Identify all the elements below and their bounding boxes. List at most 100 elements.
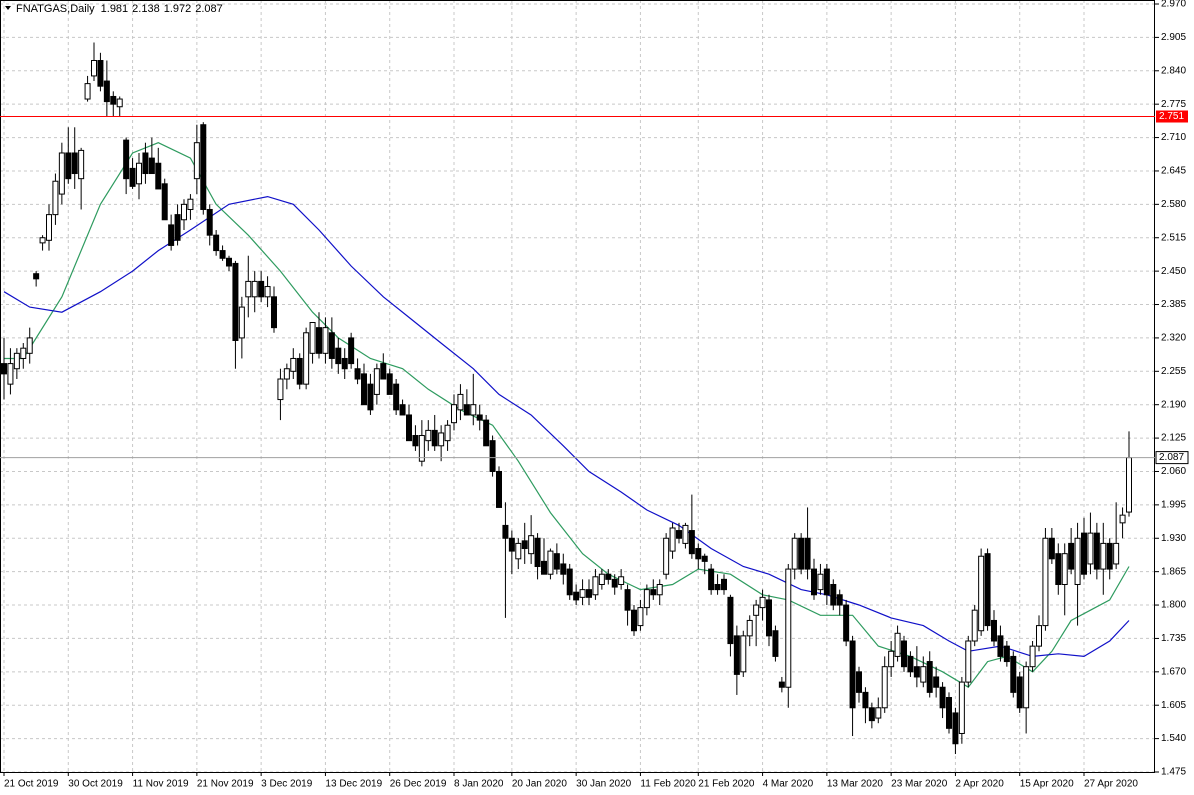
x-tick-label: 4 Mar 2020 [763, 779, 814, 790]
x-tick-label: 26 Dec 2019 [390, 779, 447, 790]
candle-body [952, 712, 959, 745]
candle-body [669, 527, 676, 552]
candle-body [1055, 553, 1062, 585]
candle-body [496, 470, 502, 508]
candle-body [418, 435, 425, 462]
y-tick-label: 2.450 [1161, 266, 1186, 277]
candle-body [148, 157, 155, 175]
candle-body [721, 578, 727, 591]
y-tick-label: 2.905 [1161, 32, 1186, 43]
candle-body [238, 306, 245, 339]
candle-body [444, 424, 451, 442]
candle-body [598, 573, 605, 585]
candle-body [798, 537, 805, 570]
candle-body [84, 83, 91, 100]
candle-body [502, 524, 509, 539]
candle-body [1048, 537, 1055, 560]
candle-body [958, 681, 965, 734]
candle-body [341, 357, 348, 370]
candle-body [984, 553, 991, 627]
x-tick-label: 21 Oct 2019 [4, 779, 59, 790]
y-tick-label: 1.865 [1161, 566, 1186, 577]
candle-body [174, 214, 181, 241]
y-tick-label: 2.385 [1161, 299, 1186, 310]
x-tick-label: 13 Dec 2019 [325, 779, 382, 790]
candle-body [971, 609, 978, 642]
candle-body [277, 378, 284, 401]
y-tick-label: 1.605 [1161, 700, 1186, 711]
last-price-box [1155, 451, 1189, 465]
y-tick-label: 2.840 [1161, 65, 1186, 76]
candle-body [811, 568, 817, 596]
moving-average [3, 195, 1130, 658]
candle-body [303, 332, 310, 385]
candle-body [155, 162, 162, 190]
candle-body [65, 152, 72, 180]
candle-body [611, 578, 618, 588]
candle-body [656, 583, 663, 596]
candle-body [91, 60, 97, 77]
candle-body [206, 208, 213, 236]
candle-body [946, 697, 952, 729]
candle-body [46, 214, 52, 241]
candle-body [20, 347, 27, 359]
candle-body [1010, 655, 1017, 693]
candle-body [733, 635, 740, 675]
candle-body [746, 619, 753, 637]
plot-frame [0, 0, 1155, 773]
candle-body [553, 553, 560, 570]
header: FNATGAS,Daily 1.981 2.138 1.972 2.087 [16, 3, 223, 15]
candle-body [868, 707, 875, 722]
candle-body [367, 383, 374, 411]
candle-body [753, 604, 760, 616]
candle-body [200, 124, 207, 210]
candle-body [489, 440, 496, 472]
low: 1.972 [164, 3, 192, 15]
candle-body [772, 630, 779, 657]
candle-body [470, 404, 477, 416]
candle-body [804, 537, 811, 570]
y-tick-label: 1.475 [1161, 767, 1186, 778]
candle-body [13, 352, 20, 370]
y-tick-label: 2.125 [1161, 433, 1186, 444]
candle-body [1029, 645, 1036, 668]
candle-body [688, 530, 695, 555]
candle-body [463, 404, 470, 416]
candle-body [328, 332, 335, 359]
level-label: 2.751 [1159, 111, 1184, 122]
candle-body [399, 404, 406, 416]
candle-body [290, 357, 297, 372]
candle-body [875, 707, 882, 719]
candle-body [1100, 542, 1107, 570]
candle-body [412, 435, 419, 447]
candle-body [425, 429, 432, 442]
y-tick-label: 2.580 [1161, 199, 1186, 210]
candle-body [907, 655, 914, 673]
candle-body [58, 152, 65, 195]
candle-body [386, 373, 393, 395]
candle-body [1016, 676, 1023, 709]
candle-body [322, 327, 329, 354]
x-tick-label: 15 Apr 2020 [1020, 779, 1074, 790]
candle-body [579, 589, 586, 598]
candle-body [560, 563, 567, 575]
y-tick-label: 1.800 [1161, 600, 1186, 611]
candle-body [926, 661, 933, 693]
candle-body [451, 404, 457, 424]
candle-body [136, 162, 142, 185]
candle-body [457, 393, 464, 411]
x-tick-label: 2 Apr 2020 [955, 779, 1004, 790]
candle-body [129, 167, 136, 187]
high: 2.138 [132, 3, 160, 15]
candle-body [226, 257, 232, 267]
menu-arrow[interactable] [5, 6, 11, 10]
candle-body [483, 419, 490, 447]
x-tick-label: 11 Feb 2020 [640, 779, 696, 790]
candle-body [97, 60, 104, 87]
plot [1, 42, 1132, 755]
candle-body [283, 368, 290, 380]
candle-body [791, 537, 798, 570]
candle-body [965, 640, 972, 683]
candle-body [817, 573, 824, 591]
